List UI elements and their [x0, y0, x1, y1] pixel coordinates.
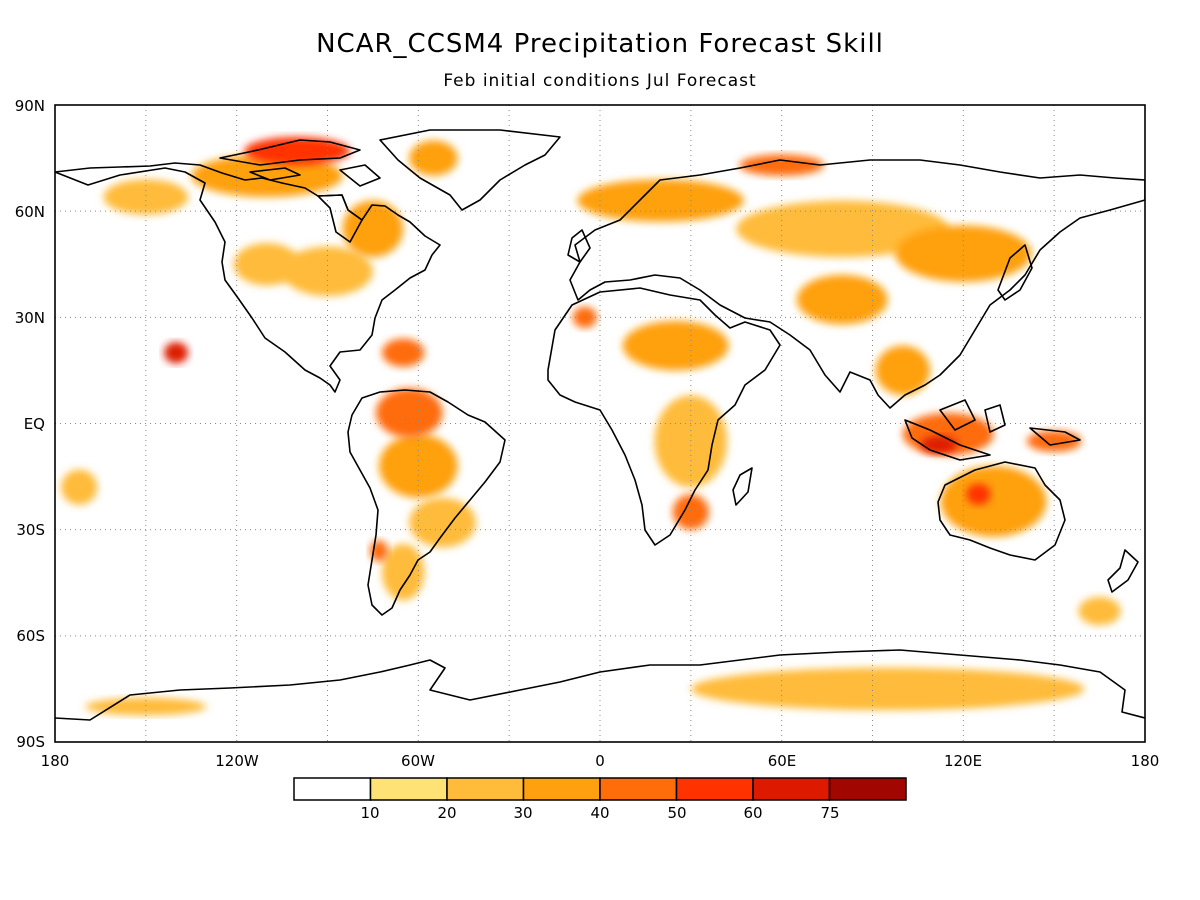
skill-shading-layer — [61, 136, 1121, 716]
skill-region — [409, 140, 458, 176]
lat-label: 90N — [15, 97, 45, 115]
colorbar-swatch — [446, 777, 525, 801]
skill-region — [382, 338, 425, 367]
lon-label: 0 — [595, 752, 605, 770]
colorbar-label: 40 — [590, 804, 609, 822]
lon-label: 120E — [944, 752, 982, 770]
coastline-africa-europe-asia — [547, 159, 1145, 546]
lon-label: 120W — [215, 752, 259, 770]
skill-region — [233, 243, 301, 286]
skill-region — [191, 154, 343, 198]
coastline-japan — [997, 244, 1033, 301]
skill-region — [1026, 430, 1082, 452]
colorbar-label: 50 — [667, 804, 686, 822]
skill-region — [409, 497, 476, 548]
colorbar-label: 75 — [820, 804, 839, 822]
longitude-labels: 180 120W 60W 0 60E 120E 180 — [41, 752, 1160, 770]
coastline-arctic-islands — [219, 139, 381, 187]
skill-region — [375, 388, 443, 438]
skill-region — [164, 342, 189, 364]
skill-region — [61, 469, 98, 505]
coastline-australia — [937, 461, 1066, 561]
colorbar-legend — [293, 777, 907, 801]
map-title: NCAR_CCSM4 Precipitation Forecast Skill — [316, 29, 884, 59]
lon-label: 180 — [41, 752, 70, 770]
map-subtitle: Feb initial conditions Jul Forecast — [443, 71, 756, 91]
lat-label: 30S — [16, 521, 45, 539]
lat-label: 60N — [15, 203, 45, 221]
skill-region — [736, 200, 949, 258]
map-gridlines — [55, 105, 1145, 742]
lat-label: 30N — [15, 309, 45, 327]
lon-label: 60E — [768, 752, 797, 770]
skill-region — [103, 179, 189, 215]
skill-region — [577, 179, 744, 222]
coastline-indonesia — [904, 399, 1081, 461]
coastline-antarctica — [55, 649, 1145, 721]
colorbar-swatch — [522, 777, 601, 801]
lat-label: 90S — [16, 733, 45, 751]
colorbar-swatch — [675, 777, 754, 801]
coastline-new-zealand — [1107, 549, 1139, 593]
skill-region — [654, 395, 728, 488]
coastline-british-isles — [567, 229, 591, 263]
skill-region — [282, 246, 373, 297]
coastline-south-america — [347, 389, 506, 616]
skill-region — [672, 494, 709, 530]
colorbar-label: 60 — [743, 804, 762, 822]
coastlines — [55, 129, 1145, 721]
skill-region — [1078, 596, 1121, 626]
skill-region — [940, 465, 1047, 537]
colorbar-swatch — [828, 777, 907, 801]
colorbar-label: 10 — [360, 804, 379, 822]
colorbar-swatch — [599, 777, 678, 801]
skill-region — [622, 320, 729, 371]
colorbar-swatch — [293, 777, 372, 801]
lat-label: 60S — [16, 627, 45, 645]
coastline-madagascar — [732, 467, 753, 506]
lon-label: 180 — [1131, 752, 1160, 770]
skill-region — [920, 435, 958, 454]
coastline-greenland — [379, 129, 561, 211]
coastline-hudson-bay — [317, 194, 363, 243]
lat-label: EQ — [24, 415, 45, 433]
skill-region — [875, 345, 931, 396]
map-frame — [54, 104, 1146, 743]
skill-region — [572, 306, 597, 328]
colorbar-label: 20 — [437, 804, 456, 822]
colorbar-swatch — [369, 777, 448, 801]
skill-region — [966, 483, 991, 505]
colorbar-label: 30 — [513, 804, 532, 822]
skill-region — [342, 200, 404, 258]
colorbar-swatch — [752, 777, 831, 801]
lon-label: 60W — [401, 752, 435, 770]
colorbar-labels: 10 20 30 40 50 60 75 — [360, 804, 839, 822]
skill-region — [895, 225, 1032, 282]
skill-region — [382, 543, 425, 601]
skill-region — [85, 697, 207, 716]
skill-region — [690, 667, 1085, 711]
latitude-labels: 90N 60N 30N EQ 30S 60S 90S — [15, 97, 45, 751]
skill-region — [796, 274, 888, 325]
